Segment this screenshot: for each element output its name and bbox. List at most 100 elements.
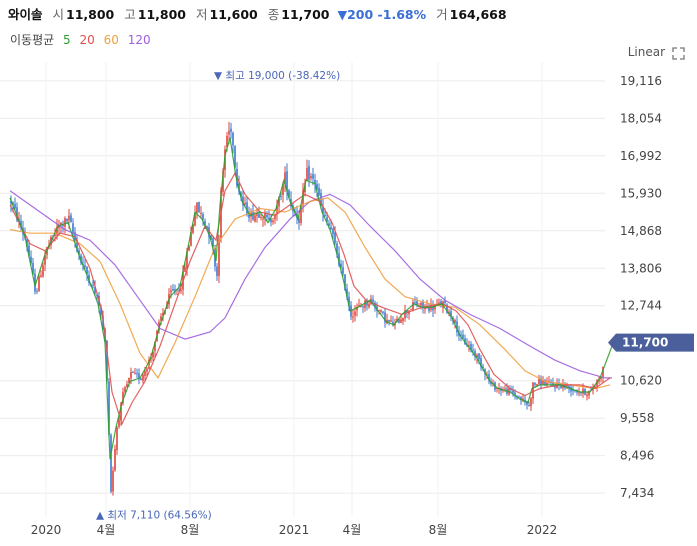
candle-body xyxy=(594,386,596,389)
y-tick-label: 8,496 xyxy=(620,449,654,463)
candle-body xyxy=(200,212,202,214)
candle-body xyxy=(402,318,404,321)
candle-body xyxy=(456,321,458,333)
candle-body xyxy=(234,146,236,168)
candle-body xyxy=(94,286,96,294)
candle-body xyxy=(206,226,208,229)
candle-body xyxy=(146,368,148,372)
candle-body xyxy=(160,316,162,321)
candle-body xyxy=(152,351,154,358)
candle-body xyxy=(12,202,14,205)
candle-body xyxy=(244,203,246,205)
candle-body xyxy=(522,398,524,400)
candle-body xyxy=(212,238,214,247)
candle-body xyxy=(358,305,360,307)
stock-name: 와이솔 xyxy=(8,7,43,22)
candle-body xyxy=(62,224,64,226)
candle-body xyxy=(340,263,342,268)
candle-body xyxy=(256,213,258,216)
candle-body xyxy=(450,311,452,317)
candle-body xyxy=(552,382,554,385)
change-value: ▼200 -1.68% xyxy=(337,7,427,22)
candle-body xyxy=(322,206,324,214)
candle-body xyxy=(228,130,230,135)
candle-body xyxy=(460,334,462,336)
y-tick-label: 7,434 xyxy=(620,486,654,500)
candle-body xyxy=(372,299,374,303)
candle-body xyxy=(414,302,416,304)
candle-body xyxy=(482,366,484,369)
candle-body xyxy=(106,340,108,382)
candle-body xyxy=(518,396,520,398)
candle-body xyxy=(374,302,376,308)
current-price-label: 11,700 xyxy=(622,336,668,350)
candle-body xyxy=(462,334,464,339)
candle-body xyxy=(64,218,66,227)
candle-body xyxy=(58,225,60,229)
candle-body xyxy=(134,372,136,374)
candle-body xyxy=(40,275,42,278)
candle-body xyxy=(420,302,422,306)
ma60-legend-label: 60 xyxy=(103,33,119,47)
candle-body xyxy=(362,306,364,308)
expand-icon[interactable] xyxy=(672,47,685,60)
candle-body xyxy=(124,387,126,392)
candle-body xyxy=(230,128,232,132)
candle-body xyxy=(602,367,604,378)
candle-body xyxy=(542,380,544,385)
candle-body xyxy=(186,251,188,270)
candle-body xyxy=(422,301,424,309)
y-tick-label: 10,620 xyxy=(620,374,662,388)
ma60-line xyxy=(9,197,611,390)
candle-body xyxy=(298,218,300,223)
candle-body xyxy=(54,234,56,236)
candle-body xyxy=(526,401,528,405)
candle-body xyxy=(180,290,182,292)
ma5-legend-label: 5 xyxy=(63,33,71,47)
candle-body xyxy=(538,378,540,384)
candle-body xyxy=(34,273,36,292)
candle-body xyxy=(68,215,70,221)
volume-value: 164,668 xyxy=(449,7,507,22)
min-annotation: ▲ 최저 7,110 (64.56%) xyxy=(96,510,212,522)
candle-body xyxy=(86,266,88,275)
candle-body xyxy=(260,216,262,218)
ma120-legend-label: 120 xyxy=(127,33,151,47)
candle-body xyxy=(348,296,350,307)
candle-body xyxy=(248,214,250,218)
candle-body xyxy=(568,385,570,389)
candle-body xyxy=(284,172,286,185)
scale-mode-toggle[interactable]: Linear xyxy=(627,45,665,59)
candle-body xyxy=(384,312,386,323)
candle-body xyxy=(282,183,284,195)
candle-body xyxy=(308,166,310,180)
candle-body xyxy=(254,215,256,222)
candle-body xyxy=(84,265,86,267)
candle-body xyxy=(434,305,436,310)
candle-body xyxy=(588,390,590,396)
candle-body xyxy=(368,303,370,308)
x-tick-label: 4월 xyxy=(97,523,116,537)
candle-body xyxy=(30,256,32,264)
candle-body xyxy=(226,135,228,148)
y-tick-label: 18,054 xyxy=(620,111,662,125)
candle-body xyxy=(328,223,330,226)
candle-body xyxy=(530,398,532,407)
candle-body xyxy=(268,217,270,220)
candle-body xyxy=(108,381,110,436)
candle-body xyxy=(78,250,80,255)
candle-body xyxy=(16,207,18,221)
high-value: 11,800 xyxy=(137,7,187,22)
candle-body xyxy=(566,384,568,387)
candle-body xyxy=(66,218,68,222)
candle-body xyxy=(26,239,28,248)
candle-body xyxy=(144,370,146,377)
candle-body xyxy=(44,255,46,265)
volume-label: 거 xyxy=(436,7,448,22)
candle-body xyxy=(468,345,470,347)
candle-body xyxy=(122,392,124,403)
moving-average-legend[interactable]: 이동평균 5 20 60 120 xyxy=(10,31,151,48)
candle-body xyxy=(162,312,164,317)
candle-body xyxy=(342,267,344,274)
